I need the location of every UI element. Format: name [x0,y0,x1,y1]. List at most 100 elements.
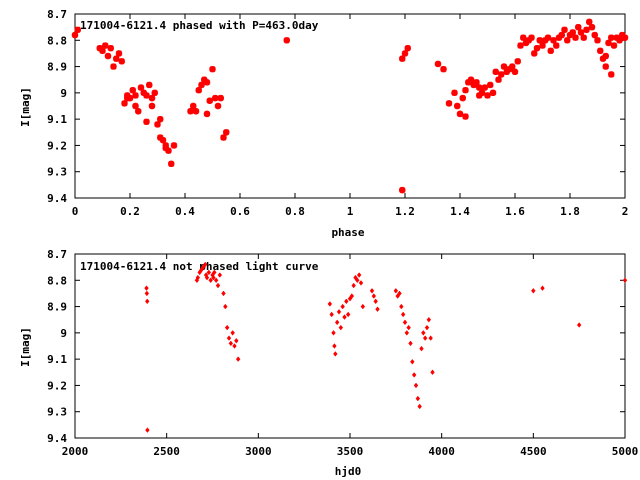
data-point [115,50,123,57]
data-point [344,298,349,305]
data-point [583,26,590,33]
data-point [107,44,114,52]
data-point [334,319,340,326]
data-point [351,282,356,289]
data-point [135,108,142,115]
data-point [424,324,430,331]
data-point [619,31,626,39]
data-point [195,87,202,94]
data-point [110,63,117,70]
data-point [329,311,334,318]
data-point [465,79,472,86]
data-point [602,63,609,70]
data-point [369,287,375,294]
y-tick-label: 9.4 [47,192,67,205]
unphased-light-curve-panel: 171004-6121.4 not phased light curve hjd… [19,248,638,478]
x-tick-label: 5000 [612,445,639,458]
phased-x-axis-label: phase [331,226,364,239]
data-point [148,102,156,110]
y-tick-label: 9.3 [47,406,67,419]
x-tick-label: 0.4 [175,205,195,218]
data-point [445,100,453,107]
y-tick-label: 8.7 [47,248,67,261]
data-point [531,287,536,294]
data-point [616,37,623,44]
y-tick-label: 9.3 [47,166,67,179]
data-point [531,50,538,57]
x-tick-label: 0.6 [230,205,250,218]
data-point [220,134,227,141]
data-point [211,274,216,281]
y-tick-label: 8.8 [47,34,67,47]
data-point [478,89,486,97]
data-point [608,71,615,78]
data-point [154,121,161,128]
data-point [121,100,128,107]
data-point [484,92,491,99]
data-point [202,261,208,268]
data-point [509,63,516,70]
data-point [215,282,221,289]
data-point [99,47,106,54]
data-point [602,52,609,60]
data-point [187,108,194,115]
data-point [500,63,508,70]
data-point [495,76,502,83]
data-point [137,84,145,91]
data-point [140,89,147,97]
x-tick-label: 1.6 [505,205,525,218]
data-point [162,144,169,152]
data-point [413,382,419,389]
data-point [349,293,355,299]
data-point [400,311,406,318]
data-point [375,306,380,313]
data-point [345,311,351,318]
data-point [144,290,150,297]
data-point [192,108,200,115]
data-point [608,34,615,41]
data-point [223,303,228,310]
y-tick-label: 8.8 [47,274,67,287]
x-tick-label: 4500 [520,445,547,458]
data-point [355,277,360,284]
data-point [373,298,378,305]
data-point [148,94,156,102]
data-point [129,87,136,94]
data-point [203,110,211,118]
data-point [492,68,499,76]
data-point [143,118,150,125]
data-point [360,303,366,310]
y-tick-label: 8.7 [47,8,67,21]
data-point [462,113,469,120]
data-point [132,92,139,99]
data-point [506,66,513,73]
data-point [577,29,585,36]
data-point [151,89,158,97]
unphased-y-axis-label: I[mag] [19,327,32,367]
data-point [338,324,344,331]
x-tick-label: 1.2 [395,205,415,218]
data-point [454,102,461,110]
data-point [561,26,568,33]
data-point [558,31,565,39]
data-point [143,92,150,99]
phased-y-axis-label: I[mag] [19,87,32,127]
y-tick-label: 9.2 [47,139,67,152]
data-point [575,23,582,31]
plot-frame [74,253,626,439]
data-point [393,287,399,294]
data-point [144,285,149,291]
data-point [401,50,409,57]
data-point [165,147,172,154]
data-point [498,71,505,78]
data-point [358,280,364,286]
data-point [511,68,519,76]
data-point [206,269,212,276]
data-point [230,330,235,336]
data-point [580,34,587,41]
data-point [96,44,103,52]
data-point [586,18,593,26]
data-point [170,142,178,149]
data-point [517,42,524,49]
